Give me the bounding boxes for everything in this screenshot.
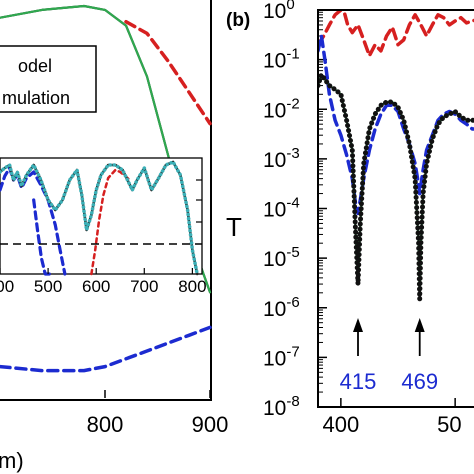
panel-b-ylabel: T <box>226 212 242 242</box>
inset-x-tick-label: 500 <box>34 277 62 296</box>
panel-b-x-tick-label: 400 <box>322 412 359 437</box>
panel-a-x-ticks: 800 900 <box>87 390 229 437</box>
inset-plot: 400 500 600 700 800 <box>0 157 207 296</box>
panel-b-y-tick-label: 10-6 <box>263 294 300 321</box>
inset-curve-0 <box>90 168 132 276</box>
inset-series <box>0 160 199 276</box>
panel-b-x-ticks: 400 50 <box>322 398 462 437</box>
panel-b-series-1 <box>318 34 474 216</box>
panel-b-y-tick-label: 10-3 <box>263 145 300 172</box>
annotation-label: 469 <box>401 369 438 394</box>
panel-b-y-tick-label: 10-8 <box>263 393 300 420</box>
legend-entry-model: odel <box>18 56 52 76</box>
panel-b-y-tick-label: 10-1 <box>263 46 300 73</box>
inset-x-tick-label: 400 <box>0 277 14 296</box>
panel-b-series-0 <box>318 10 474 58</box>
panel-a: odel mulation 400 500 600 700 800 800 900 m) <box>0 0 228 473</box>
panel-b-label: (b) <box>226 10 250 31</box>
annotation-arrow-head <box>414 318 425 332</box>
panel-b-series-3 <box>318 72 474 302</box>
panel-b-y-tick-label: 10-7 <box>263 343 300 370</box>
panel-b-y-tick-label: 10-5 <box>263 244 300 271</box>
legend-entry-simulation: mulation <box>2 88 70 108</box>
panel-b-frame <box>317 9 474 408</box>
panel-a-x-tick-label: 900 <box>192 412 229 437</box>
panel-a-x-tick-label: 800 <box>87 412 124 437</box>
legend-box <box>0 45 97 113</box>
panel-b-plot-area <box>318 10 474 302</box>
panel-b-series <box>318 10 474 302</box>
panel-b-y-tick-label: 10-4 <box>263 195 300 222</box>
inset-curve-4 <box>0 160 199 276</box>
inset-x-ticks: 400 500 600 700 800 <box>0 179 207 296</box>
inset-x-tick-label: 800 <box>178 277 206 296</box>
panel-b-y-ticks: 100 10-1 10-2 10-3 10-4 10-5 10-6 10-7 10-8 <box>263 0 327 420</box>
panel-b-annotations: 415 469 <box>340 318 438 394</box>
panel-b-y-tick-label: 10-2 <box>263 95 300 122</box>
inset-x-tick-label: 700 <box>130 277 158 296</box>
panel-a-xlabel: m) <box>0 448 24 473</box>
inset-x-tick-label: 600 <box>82 277 110 296</box>
annotation-arrow-head <box>353 318 363 332</box>
panel-a-series-2 <box>124 19 212 126</box>
panel-a-frame <box>0 0 212 401</box>
inset-curve-2 <box>32 198 56 276</box>
panel-b-y-tick-label: 100 <box>263 0 295 23</box>
annotation-label: 415 <box>340 369 377 394</box>
panel-b: (b) T 100 10-1 10-2 10-3 10-4 10-5 10-6 10-7 10-… <box>226 0 474 437</box>
panel-b-x-tick-label: 50 <box>437 412 461 437</box>
panel-a-series-3 <box>0 325 212 373</box>
